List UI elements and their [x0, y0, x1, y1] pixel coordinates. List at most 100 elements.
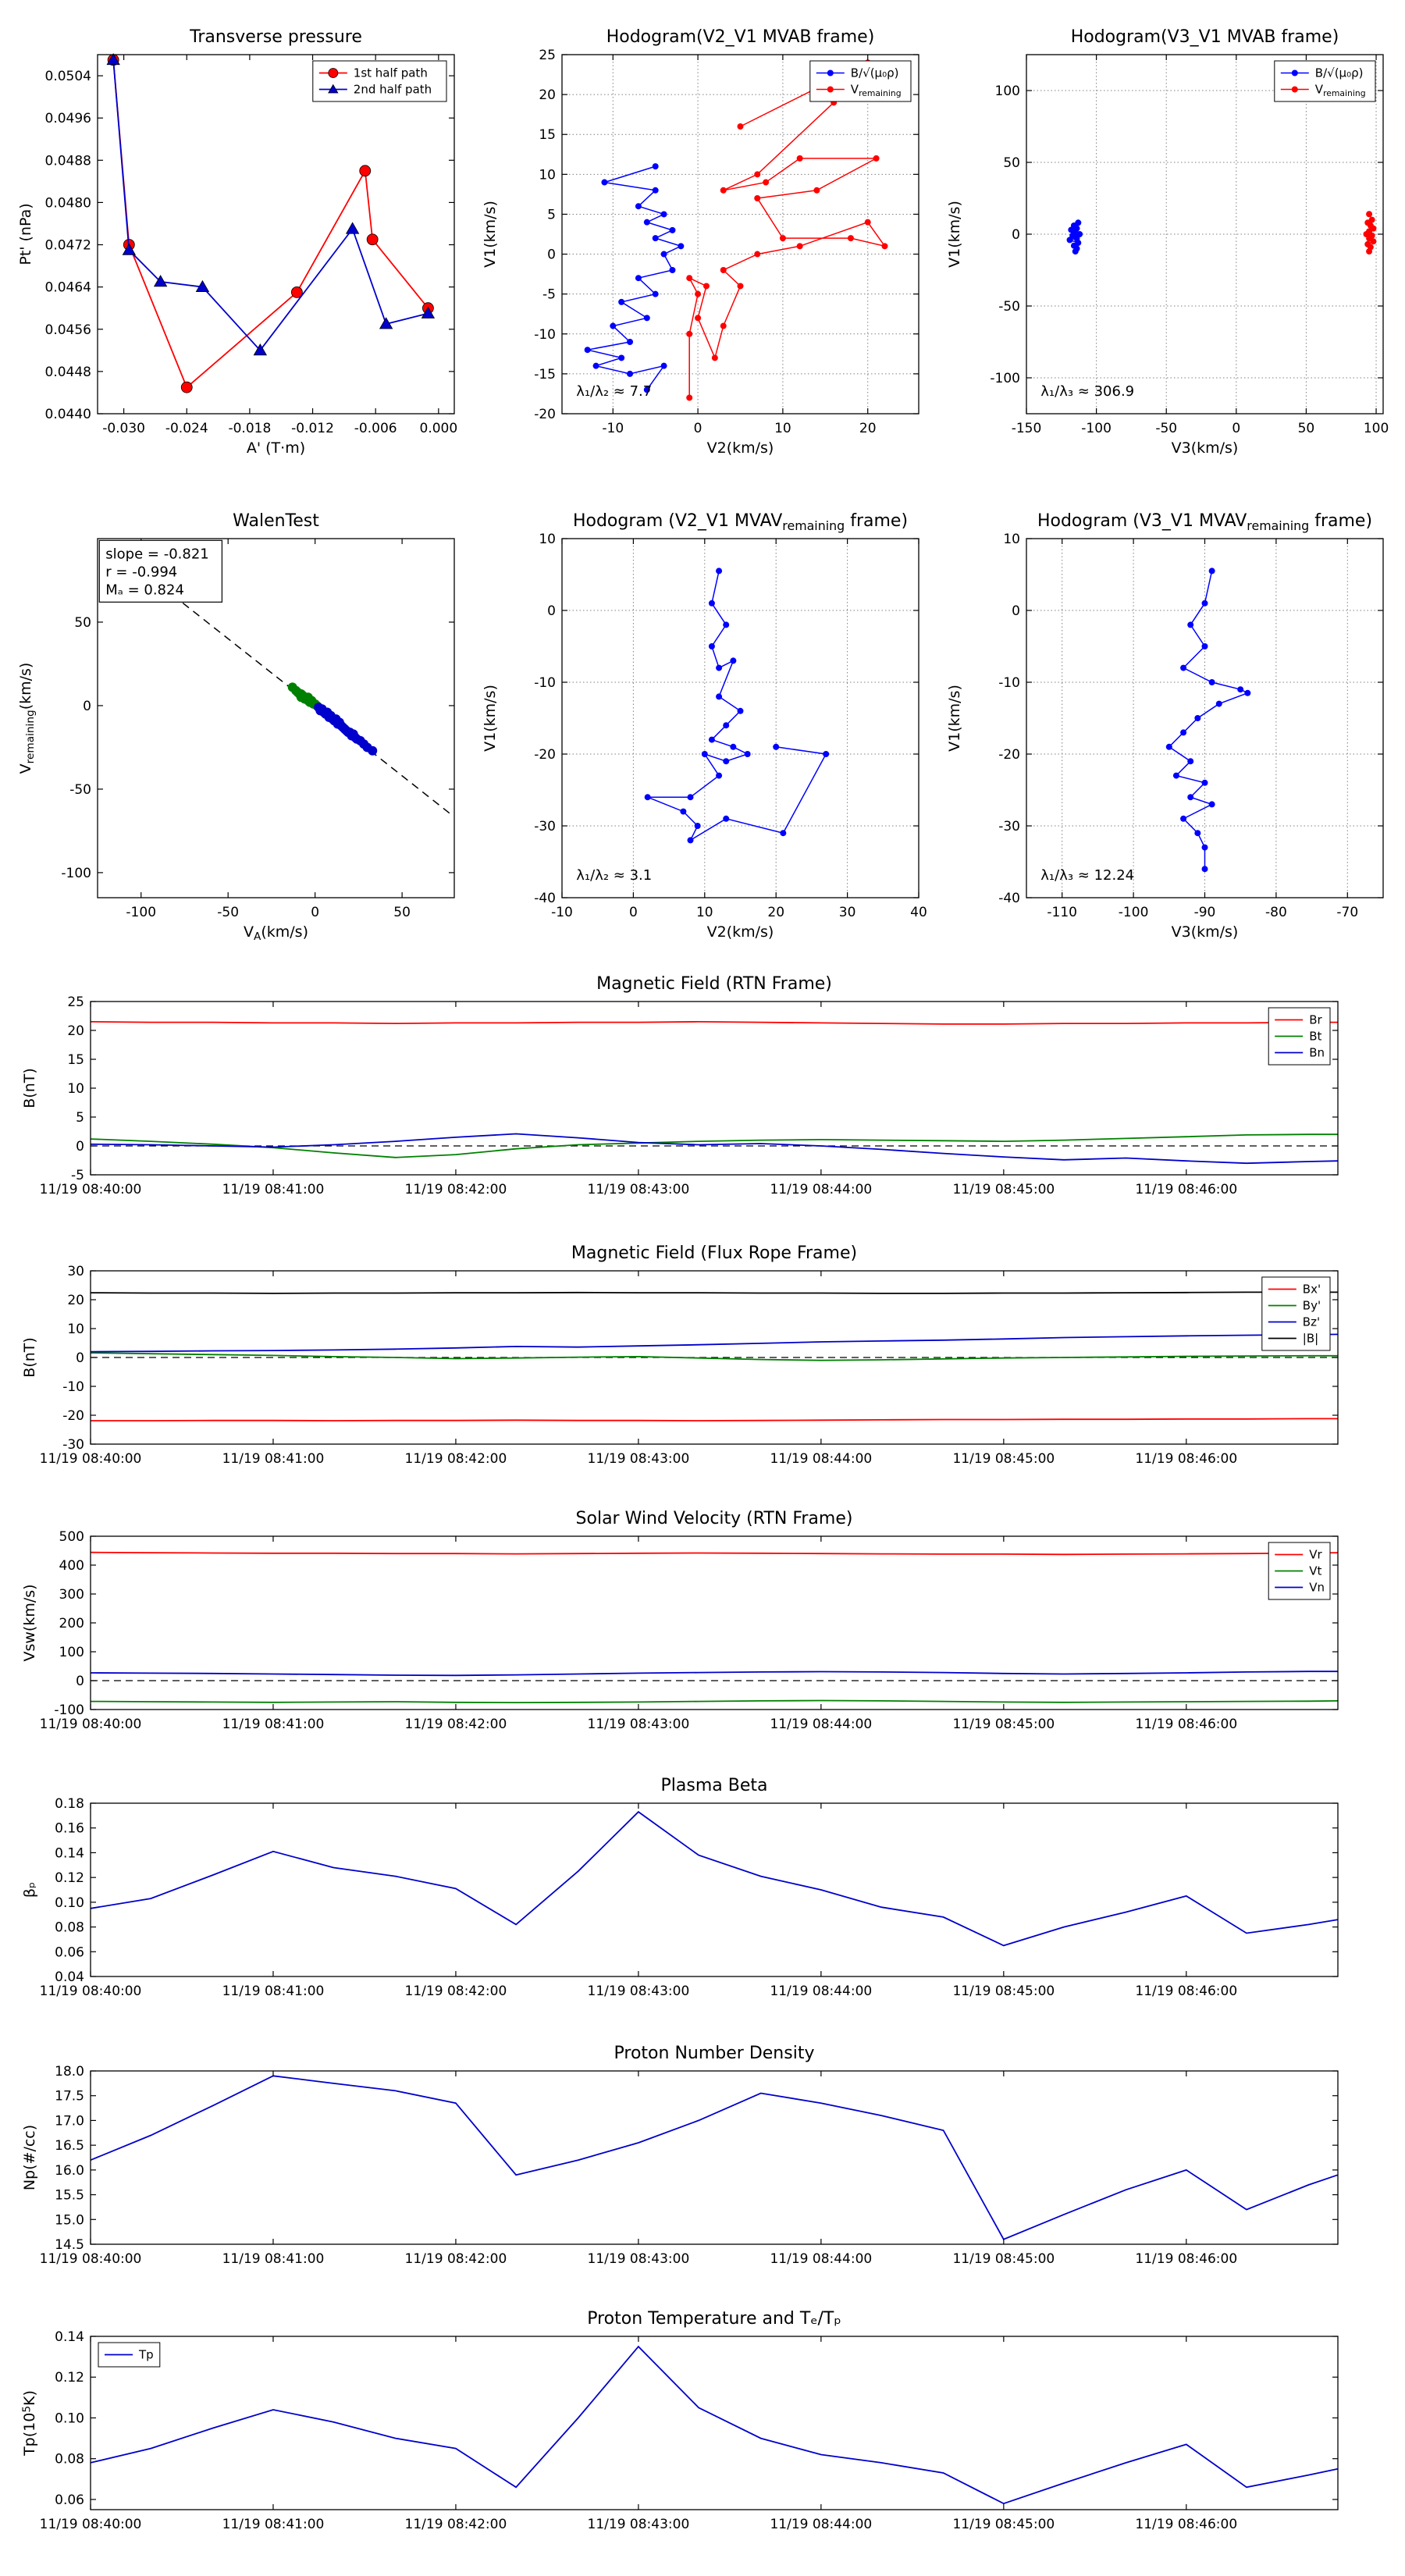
chart-hodogram-v3v1-mvab: -150 -100 -50 0 50 100 -100 -50 0 50 100 Hodogram(V… [941, 16, 1397, 480]
series-second-half-path [106, 52, 436, 356]
series-beta-p [90, 1810, 1339, 1947]
y-axis: -100 -50 0 50 100 [990, 84, 1383, 386]
svg-text:16.0: 16.0 [55, 2163, 84, 2179]
svg-text:0.0464: 0.0464 [45, 280, 91, 296]
chart-magnetic-field-flux-rope: 11/19 08:40:00 11/19 08:41:00 11/19 08:42:… [16, 1233, 1389, 1483]
svg-text:-110: -110 [1047, 905, 1077, 920]
y-axis: -20 -15 -10 -5 0 5 10 15 20 25 [534, 48, 919, 422]
svg-text:17.0: 17.0 [55, 2113, 84, 2129]
svg-text:Tp: Tp [138, 2348, 154, 2362]
svg-text:0.08: 0.08 [55, 1920, 84, 1936]
svg-text:-40: -40 [534, 891, 556, 906]
svg-text:0: 0 [76, 1350, 84, 1366]
svg-text:15: 15 [67, 1052, 84, 1068]
x-axis: -0.030 -0.024 -0.018 -0.012 -0.006 0.000 [102, 55, 457, 436]
svg-text:-70: -70 [1336, 905, 1358, 920]
svg-text:11/19 08:44:00: 11/19 08:44:00 [770, 2517, 872, 2532]
svg-text:400: 400 [59, 1558, 84, 1574]
svg-text:Mₐ = 0.824: Mₐ = 0.824 [105, 582, 184, 598]
svg-text:0: 0 [1012, 227, 1020, 243]
x-axis: -110 -100 -90 -80 -70 [1047, 539, 1358, 920]
transverse-pressure-svg: -0.030 -0.024 -0.018 -0.012 -0.006 0.0000.044… [17, 27, 457, 457]
svg-text:Bt: Bt [1309, 1030, 1321, 1044]
y-axis-label: V1(km/s) [482, 201, 499, 268]
svg-text:11/19 08:42:00: 11/19 08:42:00 [405, 2517, 507, 2532]
x-axis-label: V2(km/s) [707, 439, 774, 457]
x-axis: 11/19 08:40:00 11/19 08:41:00 11/19 08:42:… [40, 2336, 1237, 2532]
series-v-remaining-hodogram [644, 568, 830, 844]
x-axis-label: V2(km/s) [707, 923, 774, 941]
svg-text:-100: -100 [1081, 421, 1112, 436]
svg-text:-10: -10 [62, 1379, 84, 1395]
svg-text:11/19 08:43:00: 11/19 08:43:00 [588, 1182, 690, 1197]
svg-text:11/19 08:45:00: 11/19 08:45:00 [952, 2251, 1055, 2267]
svg-text:-100: -100 [126, 905, 156, 920]
svg-text:-80: -80 [1265, 905, 1287, 920]
svg-text:11/19 08:41:00: 11/19 08:41:00 [222, 1984, 325, 1999]
y-axis: -100 0 100 200 300 400 500 [54, 1529, 1338, 1718]
svg-text:-30: -30 [62, 1437, 84, 1453]
svg-text:11/19 08:41:00: 11/19 08:41:00 [222, 1182, 325, 1197]
svg-text:11/19 08:45:00: 11/19 08:45:00 [952, 1717, 1055, 1732]
chart-title: Hodogram(V2_V1 MVAB frame) [606, 27, 875, 47]
y-axis: -40 -30 -20 -10 0 10 [534, 532, 919, 906]
svg-text:0.18: 0.18 [55, 1796, 84, 1812]
svg-text:11/19 08:46:00: 11/19 08:46:00 [1135, 1182, 1237, 1197]
svg-text:11/19 08:40:00: 11/19 08:40:00 [40, 2251, 142, 2267]
chart-title: Plasma Beta [661, 1776, 768, 1795]
chart-walen-test: -100 -50 0 50 -100 -50 0 50 WalenTest VA(km/s) Vre… [12, 500, 468, 964]
svg-text:-50: -50 [217, 905, 239, 920]
series-alfven-velocity [584, 163, 685, 393]
series-Bt [90, 1133, 1338, 1158]
legend: Br Bt Bn [1268, 1007, 1331, 1066]
svg-text:0.12: 0.12 [55, 1870, 84, 1886]
chart-hodogram-v3v1-mvav: -110 -100 -90 -80 -70 -40 -30 -20 -10 0 10 Hodogram… [941, 500, 1397, 964]
svg-text:11/19 08:40:00: 11/19 08:40:00 [40, 1984, 142, 1999]
svg-text:100: 100 [1364, 421, 1389, 436]
svg-text:0.06: 0.06 [55, 2492, 84, 2508]
series-Br [90, 1020, 1338, 1025]
svg-text:11/19 08:46:00: 11/19 08:46:00 [1135, 2517, 1237, 2532]
y-axis: 0.0440 0.0448 0.0456 0.0464 0.0472 0.0480 0.04… [45, 69, 454, 422]
y-axis-label: B(nT) [21, 1337, 38, 1378]
svg-text:50: 50 [393, 905, 411, 920]
svg-text:17.5: 17.5 [55, 2089, 84, 2105]
series-first-half-path [107, 54, 434, 393]
svg-text:14.5: 14.5 [55, 2237, 84, 2253]
annotation: λ₁/λ₃ ≈ 306.9 [1040, 383, 1134, 400]
y-axis: 14.5 15.0 15.5 16.0 16.5 17.0 17.5 18.0 [55, 2064, 1338, 2253]
legend: Vr Vt Vn [1268, 1542, 1331, 1600]
svg-text:11/19 08:43:00: 11/19 08:43:00 [588, 2517, 690, 2532]
series-second-half-points [314, 703, 378, 756]
x-axis: -10 0 10 20 30 40 [551, 539, 927, 920]
svg-text:-0.024: -0.024 [165, 421, 208, 436]
chart-magnetic-field-rtn: 11/19 08:40:00 11/19 08:41:00 11/19 08:42:… [16, 964, 1389, 1214]
x-axis: -10 0 10 20 [602, 55, 877, 436]
svg-text:18.0: 18.0 [55, 2064, 84, 2080]
y-axis-label: V1(km/s) [482, 685, 499, 752]
svg-text:-5: -5 [542, 287, 556, 303]
svg-text:Vn: Vn [1309, 1581, 1325, 1595]
svg-text:By': By' [1303, 1299, 1321, 1313]
svg-text:10: 10 [539, 532, 556, 547]
svg-text:500: 500 [59, 1529, 84, 1545]
legend: 1st half path 2nd half path [312, 60, 447, 102]
svg-text:20: 20 [767, 905, 784, 920]
series-Tp [90, 2345, 1339, 2505]
svg-text:-150: -150 [1012, 421, 1042, 436]
svg-text:40: 40 [910, 905, 927, 920]
series-By-prime [90, 1352, 1338, 1361]
chart-transverse-pressure: -0.030 -0.024 -0.018 -0.012 -0.006 0.000 0.044… [12, 16, 468, 480]
x-axis: -100 -50 0 50 [126, 539, 411, 920]
legend: Bx' By' Bz' |B| [1261, 1276, 1331, 1351]
svg-text:0: 0 [1012, 603, 1020, 619]
magnetic-field-rtn-svg: 11/19 08:40:00 11/19 08:41:00 11/19 08:42:… [21, 974, 1339, 1197]
svg-text:25: 25 [539, 48, 556, 63]
svg-text:11/19 08:41:00: 11/19 08:41:00 [222, 1717, 325, 1732]
svg-text:0.16: 0.16 [55, 1821, 84, 1837]
svg-text:11/19 08:42:00: 11/19 08:42:00 [405, 2251, 507, 2267]
svg-text:20: 20 [859, 421, 877, 436]
chart-title: Proton Number Density [614, 2044, 815, 2063]
svg-text:16.5: 16.5 [55, 2138, 84, 2154]
svg-text:B/√(μ₀ρ): B/√(μ₀ρ) [851, 66, 899, 80]
